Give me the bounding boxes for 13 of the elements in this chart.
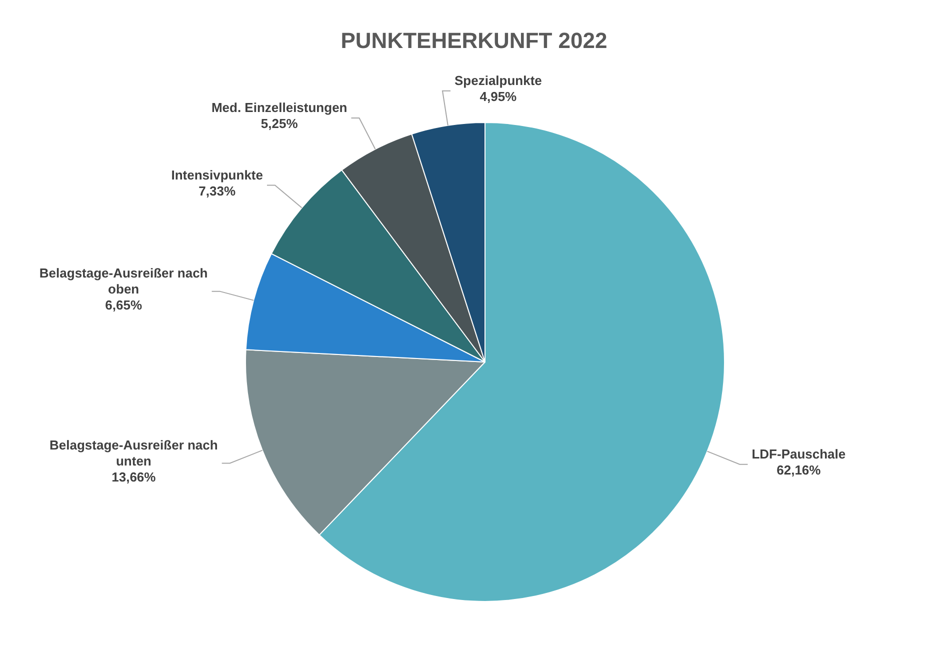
slice-label: LDF-Pauschale (752, 446, 846, 462)
data-label: 4,95% (480, 88, 518, 104)
slice-label: Belagstage-Ausreißer nach oben (39, 265, 208, 296)
data-label: 6,65% (105, 297, 142, 312)
slice-label: Belagstage-Ausreißer nach unten (50, 437, 218, 468)
slice-label: Intensivpunkte (171, 167, 263, 182)
chart-title: PUNKTEHERKUNFT 2022 (340, 28, 608, 54)
data-label: 7,33% (198, 183, 236, 198)
data-label: 13,66% (112, 469, 156, 484)
slice-label: Spezialpunkte (454, 72, 542, 88)
slice-label: Med. Einzelleistungen (211, 100, 348, 116)
data-label: 62,16% (776, 462, 822, 478)
data-label: 5,25% (260, 116, 298, 132)
